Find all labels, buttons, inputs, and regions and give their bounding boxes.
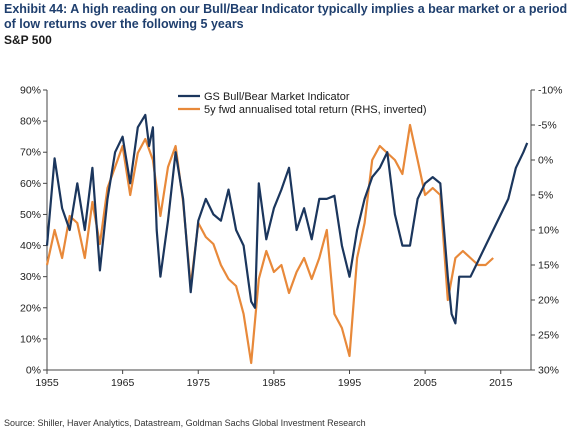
y-left-tick-label: 90%: [20, 85, 41, 97]
y-right-tick-label: -5%: [538, 120, 557, 132]
x-tick-label: 2015: [489, 377, 513, 389]
series-layer: [45, 113, 529, 365]
legend-label: 5y fwd annualised total return (RHS, inv…: [204, 104, 427, 116]
y-right-tick-label: 15%: [538, 260, 559, 272]
fwd-return-line: [45, 123, 494, 365]
x-tick-label: 1975: [187, 377, 211, 389]
axes-layer: 0% 10% 20% 30% 40% 50% 60% 70% 80% 90% -10% -5% 0% 5%…: [20, 85, 563, 390]
legend-label: GS Bull/Bear Market Indicator: [204, 91, 350, 103]
y-right-tick-label: 10%: [538, 225, 559, 237]
y-right-tick-label: 5%: [538, 190, 553, 202]
y-left-tick-label: 50%: [20, 209, 41, 221]
y-left-tick-label: 10%: [20, 333, 41, 345]
y-left-tick-label: 20%: [20, 302, 41, 314]
y-left-tick-label: 60%: [20, 178, 41, 190]
source-note: Source: Shiller, Haver Analytics, Datast…: [4, 418, 366, 428]
x-tick-label: 1965: [111, 377, 135, 389]
y-left-tick-label: 0%: [26, 365, 41, 377]
chart-title: Exhibit 44: A high reading on our Bull/B…: [4, 2, 568, 31]
y-left-tick-label: 30%: [20, 271, 41, 283]
bull-bear-indicator-line: [45, 113, 529, 325]
y-right-tick-label: -10%: [538, 85, 563, 97]
x-tick-label: 1995: [338, 377, 362, 389]
y-left-tick-label: 80%: [20, 116, 41, 128]
x-tick-label: 1985: [262, 377, 286, 389]
y-left-tick-label: 40%: [20, 240, 41, 252]
x-tick-label: 2005: [413, 377, 437, 389]
y-right-tick-label: 20%: [538, 295, 559, 307]
chart-subtitle: S&P 500: [4, 33, 52, 47]
y-left-tick-label: 70%: [20, 147, 41, 159]
y-right-tick-label: 0%: [538, 155, 553, 167]
y-right-tick-label: 25%: [538, 330, 559, 342]
y-right-tick-label: 30%: [538, 365, 559, 377]
x-tick-label: 1955: [35, 377, 59, 389]
